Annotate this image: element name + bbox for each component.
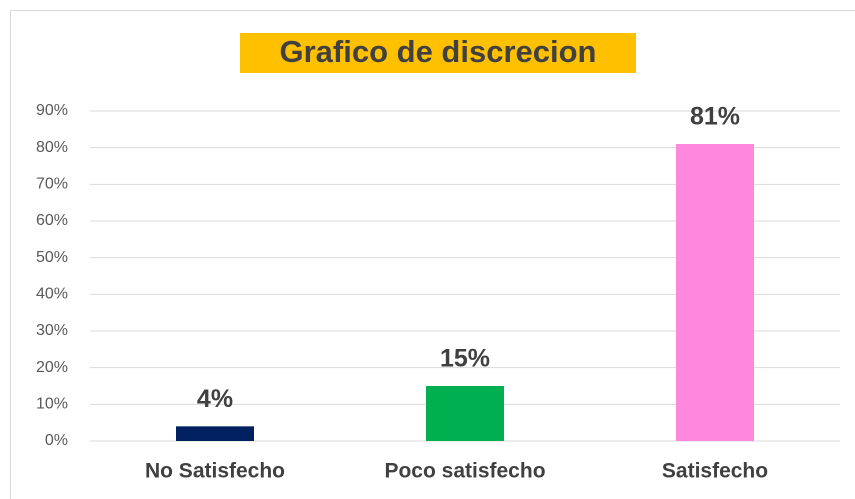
y-tick-label: 40% xyxy=(36,286,68,303)
chart-title: Grafico de discrecion xyxy=(280,34,597,69)
y-tick-label: 90% xyxy=(36,102,68,119)
y-tick-label: 50% xyxy=(36,249,68,266)
y-tick-label: 10% xyxy=(36,396,68,413)
y-tick-label: 60% xyxy=(36,212,68,229)
x-tick-label: Satisfecho xyxy=(662,460,768,483)
data-label: 4% xyxy=(197,385,233,413)
y-tick-label: 20% xyxy=(36,359,68,376)
data-label: 15% xyxy=(440,345,490,373)
bar xyxy=(676,144,754,441)
y-tick-label: 30% xyxy=(36,322,68,339)
data-label: 81% xyxy=(690,103,740,131)
bar xyxy=(176,426,254,441)
y-tick-label: 0% xyxy=(45,432,68,449)
x-tick-label: No Satisfecho xyxy=(145,460,285,483)
title-box xyxy=(240,33,636,73)
x-tick-label: Poco satisfecho xyxy=(384,460,545,483)
y-tick-label: 80% xyxy=(36,139,68,156)
bar xyxy=(426,386,504,441)
y-tick-label: 70% xyxy=(36,176,68,193)
